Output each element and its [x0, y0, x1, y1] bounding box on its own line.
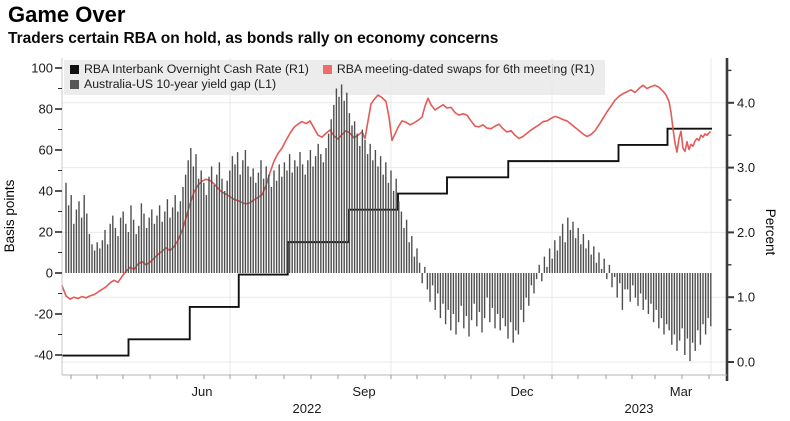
svg-text:-40: -40 [34, 348, 53, 363]
legend-item: RBA meeting-dated swaps for 6th meeting … [322, 62, 595, 77]
legend-item-label: RBA meeting-dated swaps for 6th meeting … [336, 62, 595, 76]
legend-swatch-icon [70, 65, 79, 74]
legend-item: Australia-US 10-year yield gap (L1) [70, 77, 276, 92]
yield-gap-bars [65, 84, 712, 362]
svg-text:40: 40 [39, 184, 53, 199]
gridlines [62, 58, 727, 375]
x-axis-month-label: Dec [510, 384, 534, 399]
legend-item: RBA Interbank Overnight Cash Rate (R1) [70, 62, 309, 77]
svg-text:100: 100 [31, 61, 53, 76]
page-subtitle: Traders certain RBA on hold, as bonds ra… [8, 30, 499, 47]
x-axis-month-label: Jun [192, 384, 213, 399]
legend-row: Australia-US 10-year yield gap (L1) [70, 77, 595, 92]
legend-swatch-icon [70, 80, 79, 89]
x-axis-month-label: Mar [670, 384, 693, 399]
legend-item-label: Australia-US 10-year yield gap (L1) [84, 77, 277, 91]
svg-text:2.0: 2.0 [737, 225, 755, 240]
x-axis: Jun Sep Dec Mar 2022 2023 [62, 374, 727, 416]
svg-text:-20: -20 [34, 307, 53, 322]
right-axis-title: Percent [763, 209, 778, 256]
svg-text:60: 60 [39, 143, 53, 158]
swaps-line [61, 84, 711, 300]
svg-text:80: 80 [39, 102, 53, 117]
left-axis-title: Basis points [2, 179, 17, 252]
svg-text:20: 20 [39, 225, 53, 240]
svg-text:3.0: 3.0 [737, 160, 755, 175]
svg-text:1.0: 1.0 [737, 290, 755, 305]
legend-item-label: RBA Interbank Overnight Cash Rate (R1) [84, 62, 309, 76]
svg-text:4.0: 4.0 [737, 95, 755, 110]
svg-text:0.0: 0.0 [737, 355, 755, 370]
legend-row: RBA Interbank Overnight Cash Rate (R1) RB… [70, 62, 595, 77]
svg-text:0: 0 [46, 266, 53, 281]
x-axis-year-label: 2022 [293, 401, 322, 416]
right-axis: 4.0 3.0 2.0 1.0 0.0 Percent [725, 58, 778, 381]
x-axis-year-label: 2023 [625, 401, 654, 416]
legend-swatch-icon [322, 65, 332, 74]
x-axis-month-label: Sep [352, 384, 375, 399]
left-axis: 100 80 60 40 20 0 -20 -40 Basis points [2, 58, 63, 375]
page-title: Game Over [8, 2, 126, 27]
chart-legend: RBA Interbank Overnight Cash Rate (R1) RB… [64, 60, 605, 95]
